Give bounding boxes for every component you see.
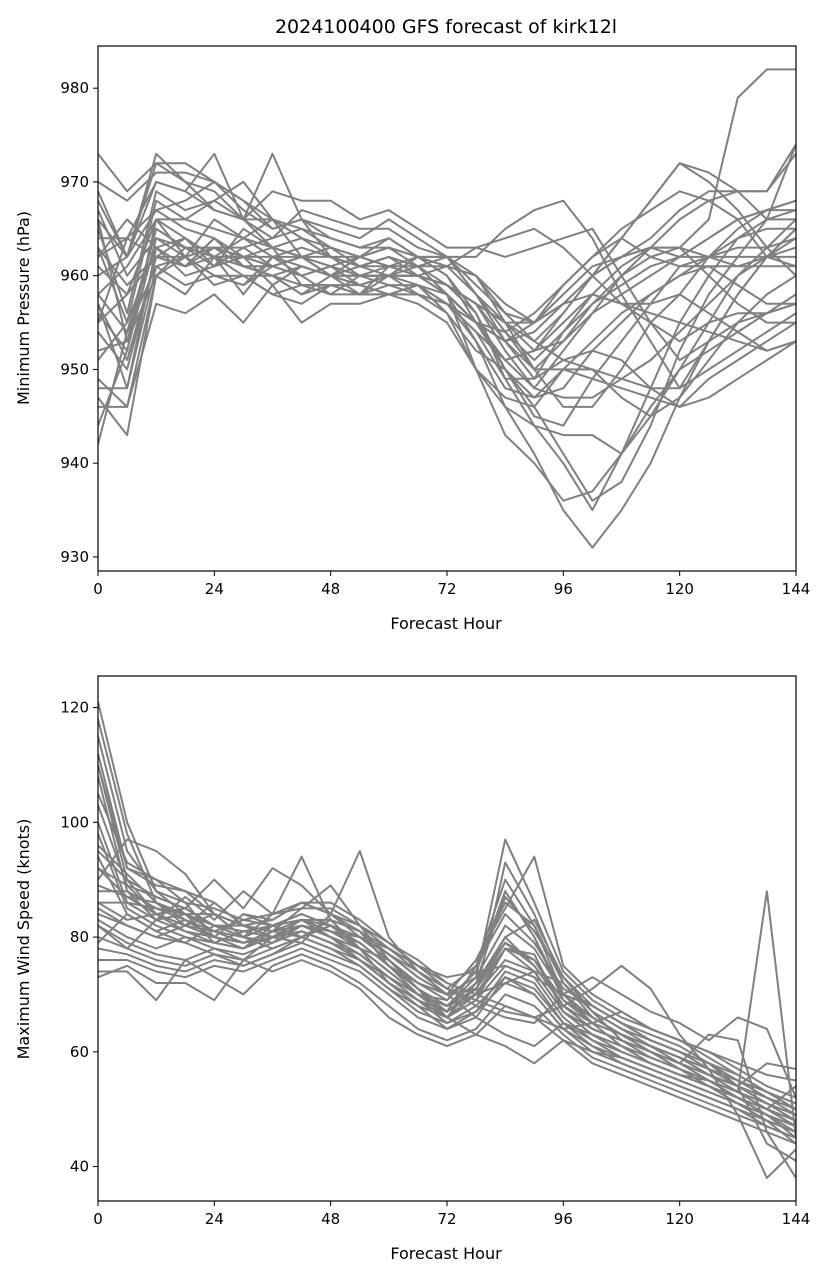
y-tick-label: 120 [60,699,89,717]
wind-series-group [98,701,796,1179]
x-tick-label: 0 [93,580,103,598]
wind-series-line-17 [98,919,796,1111]
x-tick-label: 96 [554,580,573,598]
wind-series-line-32 [98,764,796,1162]
y-tick-label: 960 [60,267,89,285]
pressure-series-line-23 [98,190,796,362]
x-tick-label: 48 [321,1210,340,1228]
x-tick-label: 144 [782,580,811,598]
pressure-series-line-30 [98,190,796,437]
wind-x-axis-label: Forecast Hour [390,1244,502,1263]
pressure-series-line-11 [98,218,796,455]
wind-panel: 0 24 48 72 96 120 144 40 60 80 100 120 Forecast Ho… [14,675,810,1263]
wind-series-line-31 [98,793,796,1179]
y-tick-label: 940 [60,454,89,472]
wind-y-axis-label: Maximum Wind Speed (knots) [14,819,33,1060]
pressure-series-group [98,68,796,549]
pressure-panel: 2024100400 GFS forecast of kirk12l 0 24 48… [14,16,810,633]
pressure-axes-frame [97,45,797,572]
pressure-series-line-29 [98,237,796,408]
wind-series-line-16 [98,855,796,1105]
x-tick-label: 24 [205,580,224,598]
y-tick-label: 60 [70,1043,89,1061]
y-tick-label: 80 [70,928,89,946]
y-tick-label: 930 [60,548,89,566]
pressure-y-axis-label: Minimum Pressure (hPa) [14,211,33,405]
wind-series-line-26 [98,884,796,1128]
wind-series-line-4 [98,753,796,1122]
wind-series-line-21 [98,947,796,1134]
x-tick-label: 72 [437,1210,456,1228]
wind-series-line-30 [98,907,796,1179]
pressure-series-line-24 [98,68,796,352]
x-tick-label: 48 [321,580,340,598]
y-tick-label: 970 [60,173,89,191]
y-tick-label: 100 [60,813,89,831]
wind-y-ticks: 40 60 80 100 120 [60,699,98,1176]
x-tick-label: 120 [665,580,694,598]
wind-series-line-22 [98,953,796,1139]
x-tick-label: 0 [93,1210,103,1228]
pressure-series-line-5 [98,180,796,502]
y-tick-label: 980 [60,79,89,97]
x-tick-label: 120 [665,1210,694,1228]
wind-series-line-18 [98,924,796,1116]
wind-x-ticks: 0 24 48 72 96 120 144 [93,1201,810,1228]
pressure-x-ticks: 0 24 48 72 96 120 144 [93,571,810,598]
x-tick-label: 96 [554,1210,573,1228]
pressure-y-ticks: 930 940 950 960 970 980 [60,79,98,566]
y-tick-label: 40 [70,1158,89,1176]
wind-series-line-29 [98,850,796,1099]
x-tick-label: 144 [782,1210,811,1228]
x-tick-label: 24 [205,1210,224,1228]
y-tick-label: 950 [60,360,89,378]
chart-title: 2024100400 GFS forecast of kirk12l [275,16,617,38]
pressure-x-axis-label: Forecast Hour [390,614,502,633]
wind-series-line-23 [98,959,796,1145]
x-tick-label: 72 [437,580,456,598]
pressure-series-line-31 [98,199,796,324]
wind-series-line-7 [98,804,796,1133]
